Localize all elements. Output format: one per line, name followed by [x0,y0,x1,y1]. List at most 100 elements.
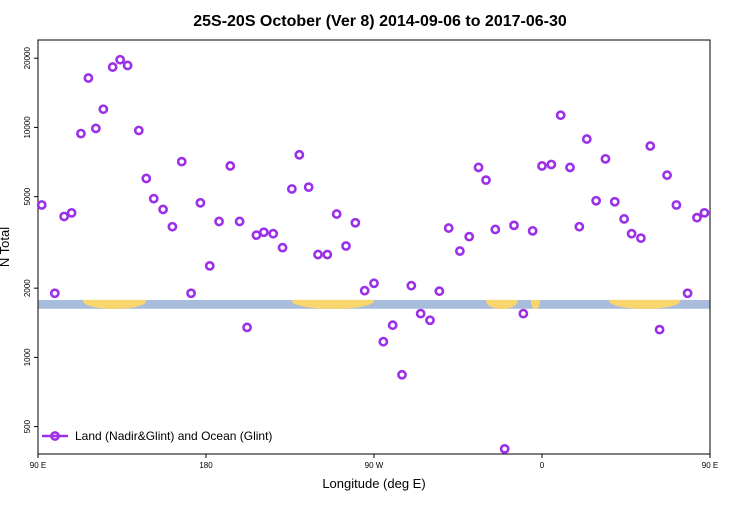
data-point [415,308,426,319]
data-point [122,60,133,71]
data-point [36,200,47,210]
data-point [565,162,575,173]
legend-marker [50,431,60,441]
data-point [115,54,126,65]
land-band-segment [82,299,147,309]
data-point [258,227,269,238]
data-point [83,73,94,83]
land-band-segment [486,299,518,309]
data-point [225,161,236,171]
y-tick-label: 500 [23,419,32,433]
y-axis-ticks: 500 1000 2000 5000 10000 20000 [23,47,38,433]
data-point [369,278,379,289]
data-points [36,54,710,454]
data-point [671,200,682,210]
data-point [609,196,620,207]
data-point [481,175,491,186]
data-point [234,216,245,227]
x-tick-label: 0 [540,461,545,470]
y-tick-label: 20000 [23,47,32,70]
data-point [322,249,333,260]
data-point [204,260,215,271]
data-point [277,242,288,253]
data-point [167,221,178,232]
data-point [600,153,611,164]
data-point [359,285,370,296]
data-point [378,336,389,347]
data-point [268,228,279,239]
ocean-band [38,299,710,309]
data-point [574,221,585,232]
x-axis-label: Longitude (deg E) [322,476,425,491]
data-point [636,233,646,244]
y-tick-label: 5000 [23,187,32,205]
data-point [527,225,538,236]
data-point [141,173,152,184]
data-point [294,149,305,160]
data-point [158,204,168,215]
data-point [406,280,417,291]
data-point [645,141,656,151]
data-point [341,241,351,251]
data-point [434,286,445,297]
data-point [176,156,187,167]
data-point [76,128,86,139]
data-point [546,159,557,170]
data-point [242,322,252,333]
data-point [454,246,465,256]
data-point [49,288,60,299]
y-tick-label: 1000 [23,348,32,366]
data-point [98,104,109,115]
data-point [499,443,510,454]
y-tick-label: 10000 [23,116,32,139]
x-axis-ticks: 90 E 180 90 W 0 90 E [30,454,718,470]
data-point [313,249,323,260]
data-point [148,193,159,204]
y-axis-label: N Total [0,227,12,267]
data-point [303,182,314,193]
land-band-segment [609,299,681,309]
data-point [619,214,630,224]
surface-band [38,299,710,309]
data-point [581,134,592,144]
data-point [555,110,566,121]
data-point [186,288,196,299]
data-point [682,288,693,299]
data-point [214,216,224,227]
data-point [699,207,710,218]
data-point [331,209,342,219]
data-point [90,123,101,134]
data-point [473,162,484,173]
data-point [509,220,519,231]
data-point [490,224,501,235]
x-tick-label: 90 E [30,461,46,470]
data-point [59,211,70,222]
data-point [537,161,547,171]
chart-title: 25S-20S October (Ver 8) 2014-09-06 to 20… [193,13,567,30]
data-point [133,125,144,136]
x-tick-label: 180 [199,461,213,470]
data-point [350,217,361,228]
legend-label: Land (Nadir&Glint) and Ocean (Glint) [75,429,272,443]
data-point [591,195,602,206]
y-tick-label: 2000 [23,279,32,297]
data-point [654,324,665,335]
data-point [443,223,454,233]
data-point [518,308,529,319]
x-tick-label: 90 E [702,461,718,470]
data-point [387,320,398,331]
data-point [692,212,702,223]
legend: Land (Nadir&Glint) and Ocean (Glint) [42,429,272,443]
data-point [662,170,672,181]
data-point [626,228,637,239]
data-point [397,369,407,380]
data-point [464,231,475,242]
data-point [107,62,118,72]
data-point [66,207,77,218]
land-band-segment [291,299,374,309]
x-tick-label: 90 W [365,461,384,470]
land-band-segment [530,299,541,309]
